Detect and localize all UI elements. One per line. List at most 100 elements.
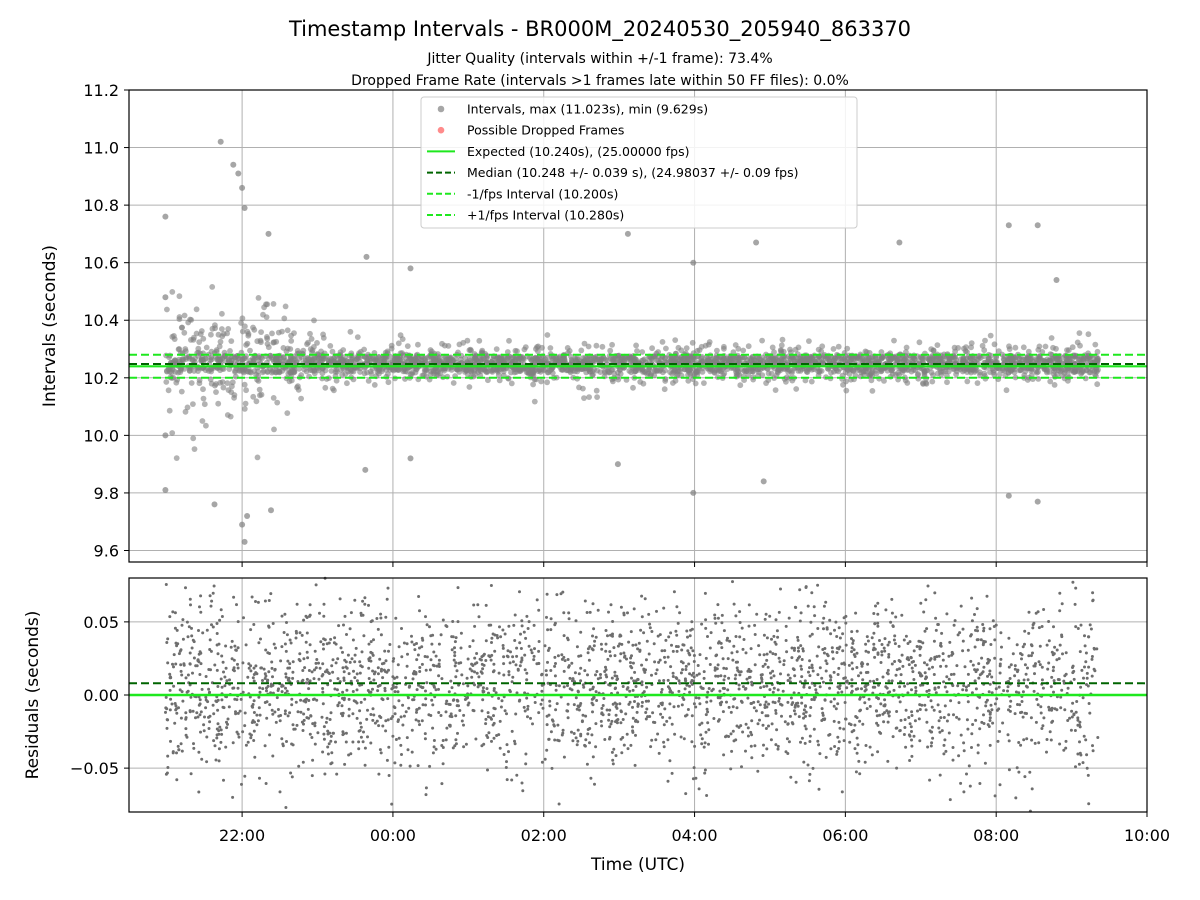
residual-point (452, 658, 456, 662)
residual-point (566, 684, 569, 688)
interval-point (215, 400, 222, 407)
residual-point (842, 739, 846, 743)
residual-point (931, 736, 935, 740)
interval-point (796, 358, 803, 365)
residual-point (315, 698, 319, 702)
residual-point (588, 610, 592, 614)
residual-point (319, 640, 323, 644)
interval-point (169, 366, 176, 373)
residual-point (822, 604, 826, 608)
interval-point (164, 306, 170, 313)
residual-point (500, 699, 504, 703)
residual-point (930, 705, 934, 709)
residual-point (712, 717, 716, 720)
residual-point (1041, 724, 1045, 728)
residual-point (247, 662, 251, 666)
residual-point (910, 710, 914, 714)
residual-point (566, 716, 570, 720)
interval-point (1077, 357, 1083, 364)
residual-point (626, 747, 630, 751)
residual-point (265, 679, 269, 683)
residual-point (198, 673, 202, 676)
residual-point (579, 732, 583, 736)
residual-point (568, 676, 572, 680)
interval-point (308, 336, 315, 342)
residual-point (611, 758, 615, 762)
residual-point (1072, 677, 1076, 681)
interval-point (173, 455, 180, 461)
residual-point (224, 745, 228, 749)
residual-point (777, 656, 781, 660)
residual-point (423, 737, 427, 741)
interval-point (217, 138, 224, 145)
residual-point (373, 721, 377, 725)
residual-point (570, 688, 574, 692)
residual-point (765, 684, 769, 688)
residual-point (238, 709, 242, 713)
residual-point (525, 614, 529, 618)
residual-point (173, 702, 177, 705)
residual-point (634, 733, 637, 737)
residual-point (750, 719, 754, 723)
residual-point (988, 716, 992, 720)
legend-box (420, 96, 858, 229)
residual-point (192, 746, 196, 750)
residual-point (796, 638, 800, 642)
residual-point (512, 623, 516, 627)
residual-point (977, 676, 981, 680)
interval-point (772, 387, 779, 393)
interval-point (375, 366, 382, 373)
residual-point (353, 660, 357, 664)
residual-point (511, 655, 515, 659)
interval-point (207, 376, 214, 383)
residual-point (164, 710, 167, 714)
interval-point (457, 356, 464, 363)
residual-point (910, 738, 913, 742)
residual-point (1020, 657, 1023, 661)
residual-point (785, 650, 789, 654)
residual-point (599, 642, 603, 646)
residual-point (329, 739, 333, 743)
residual-point (864, 642, 868, 646)
residual-point (358, 671, 362, 675)
residual-point (326, 745, 330, 749)
residual-point (437, 687, 440, 691)
residual-point (692, 766, 696, 770)
residual-point (974, 670, 978, 674)
residual-point (514, 712, 518, 716)
interval-point (460, 339, 467, 346)
interval-point (238, 320, 245, 326)
interval-point (307, 330, 313, 337)
interval-point (942, 368, 949, 375)
residual-point (201, 631, 205, 635)
residual-point (341, 666, 345, 670)
interval-point (209, 284, 216, 290)
residual-point (305, 697, 308, 701)
interval-point (714, 347, 720, 354)
interval-point (284, 410, 291, 416)
residual-point (651, 711, 655, 715)
residual-point (887, 710, 891, 714)
interval-point (298, 395, 304, 402)
residual-point (636, 647, 640, 651)
residual-point (322, 614, 326, 618)
residual-point (726, 688, 730, 692)
residual-point (738, 610, 742, 614)
interval-point (599, 343, 606, 350)
residual-point (236, 711, 240, 715)
residual-point (575, 645, 579, 649)
residual-point (835, 752, 839, 756)
residual-point (533, 701, 537, 704)
residual-point (803, 704, 807, 708)
interval-point (506, 337, 512, 344)
residual-point (425, 623, 429, 627)
interval-point (797, 368, 804, 374)
residual-point (549, 669, 553, 672)
residual-point (404, 710, 408, 714)
interval-point (201, 401, 208, 408)
residual-point (825, 662, 829, 666)
interval-point (281, 354, 287, 361)
residual-point (639, 628, 643, 632)
residual-point (520, 781, 524, 785)
residual-point (886, 643, 890, 647)
